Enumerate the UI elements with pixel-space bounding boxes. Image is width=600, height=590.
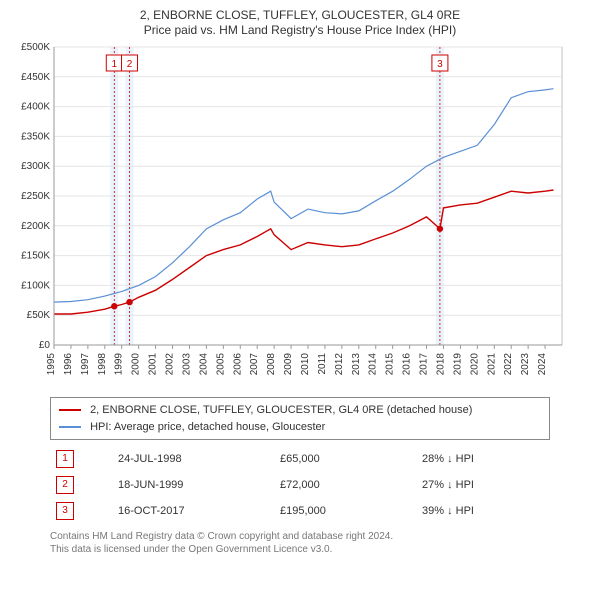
- price-chart: £0 £50K £100K £150K £200K £250K £300K £350K £400…: [10, 41, 570, 391]
- svg-text:2020: 2020: [469, 353, 480, 376]
- svg-text:2008: 2008: [266, 353, 277, 376]
- legend-swatch: [59, 409, 81, 411]
- svg-text:£300K: £300K: [21, 161, 50, 172]
- legend-item-property: 2, ENBORNE CLOSE, TUFFLEY, GLOUCESTER, G…: [59, 402, 541, 419]
- svg-text:1996: 1996: [63, 353, 74, 376]
- marker-delta: 27% ↓ HPI: [416, 472, 550, 498]
- svg-text:2014: 2014: [368, 353, 379, 376]
- svg-text:2016: 2016: [402, 353, 413, 376]
- marker-table: 1 24-JUL-1998£65,00028% ↓ HPI 2 18-JUN-1999…: [50, 446, 590, 524]
- svg-text:2019: 2019: [452, 353, 463, 376]
- svg-text:1: 1: [112, 59, 118, 70]
- svg-text:£150K: £150K: [21, 251, 50, 262]
- svg-text:1998: 1998: [97, 353, 108, 376]
- svg-text:2: 2: [127, 59, 133, 70]
- svg-text:£200K: £200K: [21, 221, 50, 232]
- marker-delta: 39% ↓ HPI: [416, 498, 550, 524]
- svg-text:2003: 2003: [181, 353, 192, 376]
- marker-row: 3 16-OCT-2017£195,00039% ↓ HPI: [50, 498, 550, 524]
- svg-text:2012: 2012: [334, 353, 345, 376]
- marker-row: 2 18-JUN-1999£72,00027% ↓ HPI: [50, 472, 550, 498]
- marker-date: 18-JUN-1999: [112, 472, 274, 498]
- svg-text:1997: 1997: [80, 353, 91, 376]
- svg-text:£500K: £500K: [21, 42, 50, 53]
- svg-text:2023: 2023: [520, 353, 531, 376]
- svg-text:£100K: £100K: [21, 280, 50, 291]
- marker-number-box: 3: [56, 502, 74, 520]
- svg-text:2022: 2022: [503, 353, 514, 376]
- footnote-line: Contains HM Land Registry data © Crown c…: [50, 530, 590, 543]
- footnote-line: This data is licensed under the Open Gov…: [50, 543, 590, 556]
- marker-date: 16-OCT-2017: [112, 498, 274, 524]
- legend-label: HPI: Average price, detached house, Glou…: [90, 421, 325, 433]
- svg-text:2006: 2006: [232, 353, 243, 376]
- svg-text:2005: 2005: [215, 353, 226, 376]
- marker-number-box: 2: [56, 476, 74, 494]
- svg-text:2001: 2001: [148, 353, 159, 376]
- page-title: 2, ENBORNE CLOSE, TUFFLEY, GLOUCESTER, G…: [10, 8, 590, 22]
- marker-delta: 28% ↓ HPI: [416, 446, 550, 472]
- svg-text:2007: 2007: [249, 353, 260, 376]
- marker-number-box: 1: [56, 450, 74, 468]
- svg-text:2018: 2018: [435, 353, 446, 376]
- svg-text:2013: 2013: [351, 353, 362, 376]
- svg-text:2004: 2004: [198, 353, 209, 376]
- marker-price: £65,000: [274, 446, 416, 472]
- svg-text:£450K: £450K: [21, 72, 50, 83]
- svg-text:2015: 2015: [385, 353, 396, 376]
- svg-text:£0: £0: [39, 340, 51, 351]
- svg-text:2017: 2017: [419, 353, 430, 376]
- legend-swatch: [59, 426, 81, 428]
- marker-price: £195,000: [274, 498, 416, 524]
- marker-price: £72,000: [274, 472, 416, 498]
- svg-text:1999: 1999: [114, 353, 125, 376]
- svg-text:1995: 1995: [46, 353, 57, 376]
- legend-label: 2, ENBORNE CLOSE, TUFFLEY, GLOUCESTER, G…: [90, 404, 472, 416]
- svg-text:£50K: £50K: [27, 310, 51, 321]
- svg-text:2011: 2011: [317, 353, 328, 375]
- marker-date: 24-JUL-1998: [112, 446, 274, 472]
- svg-text:2002: 2002: [165, 353, 176, 376]
- legend: 2, ENBORNE CLOSE, TUFFLEY, GLOUCESTER, G…: [50, 397, 550, 440]
- svg-text:2021: 2021: [486, 353, 497, 376]
- legend-item-hpi: HPI: Average price, detached house, Glou…: [59, 419, 541, 436]
- svg-text:2000: 2000: [131, 353, 142, 376]
- marker-row: 1 24-JUL-1998£65,00028% ↓ HPI: [50, 446, 550, 472]
- svg-text:2024: 2024: [537, 353, 548, 376]
- svg-text:£400K: £400K: [21, 102, 50, 113]
- svg-text:£250K: £250K: [21, 191, 50, 202]
- svg-text:£350K: £350K: [21, 131, 50, 142]
- svg-text:2010: 2010: [300, 353, 311, 376]
- page-subtitle: Price paid vs. HM Land Registry's House …: [10, 23, 590, 37]
- footnote: Contains HM Land Registry data © Crown c…: [50, 530, 590, 556]
- svg-text:3: 3: [437, 59, 443, 70]
- svg-text:2009: 2009: [283, 353, 294, 376]
